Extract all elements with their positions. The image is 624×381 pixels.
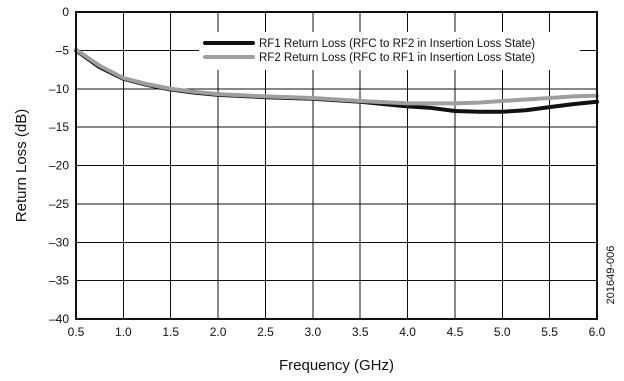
- y-tick-label: –20: [49, 159, 69, 173]
- y-axis-tick-labels: 0 –5 –10 –15 –20 –25 –30 –35 –40: [49, 5, 69, 326]
- figure-id-label: 201649-006: [605, 246, 617, 305]
- x-tick-label: 3.0: [304, 325, 321, 339]
- x-tick-label: 6.0: [589, 325, 606, 339]
- series-line-rf2: [74, 47, 599, 106]
- legend-label-rf1: RF1 Return Loss (RFC to RF2 in Insertion…: [259, 38, 535, 50]
- y-tick-label: –30: [49, 235, 69, 249]
- x-tick-label: 1.5: [162, 325, 179, 339]
- x-tick-label: 4.0: [399, 325, 416, 339]
- y-axis-title: Return Loss (dB): [13, 109, 30, 222]
- y-tick-label: –10: [49, 82, 69, 96]
- x-tick-label: 0.5: [68, 325, 85, 339]
- x-tick-label: 2.5: [257, 325, 274, 339]
- x-axis-tick-labels: 0.5 1.0 1.5 2.0 2.5 3.0 3.5 4.0 4.5 5.0 5.5 6.0: [68, 325, 606, 339]
- legend-label-rf2: RF2 Return Loss (RFC to RF1 in Insertion…: [259, 52, 535, 64]
- x-tick-label: 2.0: [210, 325, 227, 339]
- y-tick-label: –25: [49, 197, 69, 211]
- legend-background: [199, 32, 580, 70]
- series-lines: [74, 47, 599, 114]
- y-tick-label: 0: [62, 5, 69, 19]
- y-tick-label: –35: [49, 274, 69, 288]
- y-tick-label: –15: [49, 120, 69, 134]
- x-tick-label: 3.5: [352, 325, 369, 339]
- x-tick-label: 5.0: [494, 325, 511, 339]
- legend: RF1 Return Loss (RFC to RF2 in Insertion…: [199, 32, 580, 70]
- x-tick-label: 4.5: [447, 325, 464, 339]
- x-tick-label: 1.0: [115, 325, 132, 339]
- x-axis-title: Frequency (GHz): [279, 357, 394, 374]
- x-tick-label: 5.5: [541, 325, 558, 339]
- y-tick-label: –5: [56, 43, 70, 57]
- y-tick-label: –40: [49, 312, 69, 326]
- plot-area-frame: [75, 11, 598, 320]
